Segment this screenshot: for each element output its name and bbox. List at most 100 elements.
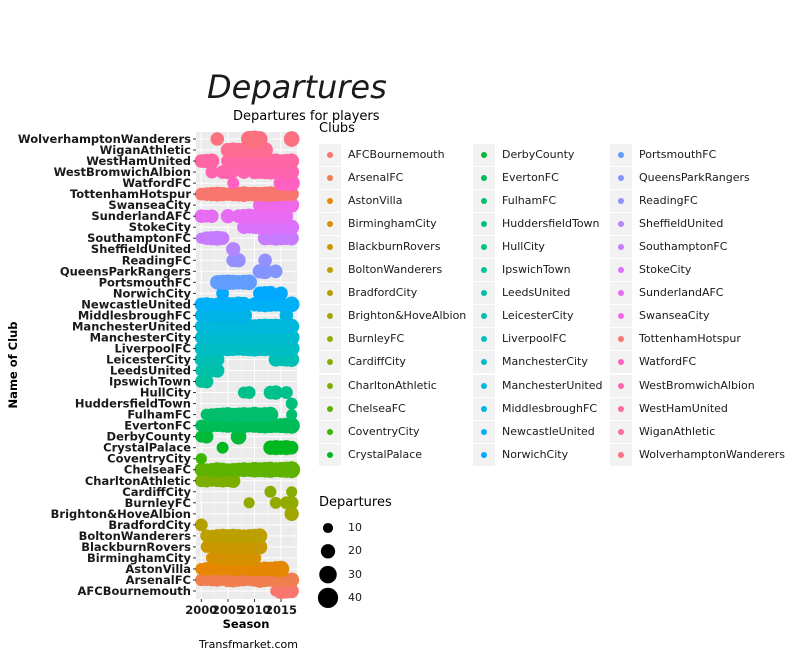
data-point [195, 453, 207, 465]
legend-dot [618, 198, 624, 205]
legend-dot [481, 152, 487, 158]
legend-key [319, 167, 341, 190]
legend-label: CardiffCity [348, 355, 406, 369]
legend-key [610, 167, 632, 190]
y-tick-label: StokeCity [129, 220, 192, 234]
legend-key [473, 351, 495, 374]
legend-key [319, 420, 341, 443]
data-point [262, 285, 278, 301]
legend-label: FulhamFC [502, 194, 557, 208]
y-tick-label: TottenhamHotspur [70, 187, 191, 201]
y-tick-label: CrystalPalace [103, 441, 191, 455]
legend-label: SouthamptonFC [639, 240, 728, 254]
y-tick-label: BlackburnRovers [81, 540, 191, 554]
data-point [252, 539, 268, 555]
legend-label: WolverhamptonWanderers [639, 447, 785, 461]
y-tick-label: HuddersfieldTown [75, 397, 191, 411]
legend-key [319, 213, 341, 236]
legend-label: HuddersfieldTown [502, 217, 600, 231]
legend-label: HullCity [502, 240, 545, 254]
y-tick-label: NorwichCity [113, 286, 192, 300]
legend-label: BradfordCity [348, 286, 418, 300]
legend-dot [327, 359, 333, 366]
legend-key [473, 397, 495, 420]
data-point [194, 518, 208, 532]
y-tick-label: CoventryCity [107, 452, 191, 466]
y-tick-label: WolverhamptonWanderers [18, 132, 191, 146]
legend-dot [618, 382, 624, 389]
legend-key [610, 374, 632, 397]
y-tick-label: QueensParkRangers [60, 264, 191, 278]
legend-dot [327, 152, 333, 158]
x-tick-label: 2000 [185, 603, 217, 617]
legend-dot [618, 244, 624, 251]
legend-label: LeedsUnited [502, 286, 571, 300]
legend-dot [327, 244, 333, 251]
data-point [268, 264, 283, 279]
data-point [227, 177, 240, 190]
legend-key [610, 213, 632, 236]
chart-subtitle: Departures for players [233, 109, 380, 124]
y-tick-label: ChelseaFC [124, 463, 191, 477]
legend-label: IpswichTown [502, 263, 571, 277]
legend-label: ChelseaFC [348, 401, 406, 415]
legend-key [319, 443, 341, 466]
legend-dot [481, 290, 487, 297]
size-legend-label: 20 [348, 544, 362, 558]
y-tick-label: BoltonWanderers [79, 529, 192, 543]
legend-key [319, 305, 341, 328]
data-point [251, 131, 268, 147]
size-legend-dot [317, 587, 339, 609]
y-tick-label: SheffieldUnited [91, 242, 191, 256]
y-tick-label: EvertonFC [124, 419, 191, 433]
legend-dot [481, 221, 487, 228]
y-tick-label: WestHamUnited [86, 154, 191, 168]
legend-label: DerbyCounty [502, 148, 575, 161]
data-point [283, 131, 300, 147]
y-tick-label: WatfordFC [122, 176, 191, 190]
data-point [284, 153, 300, 169]
data-point [283, 329, 300, 346]
data-point [274, 286, 288, 301]
x-tick-label: 2005 [212, 603, 244, 617]
x-tick-label: 2010 [238, 603, 270, 617]
data-point [231, 253, 246, 268]
legend-dot [481, 382, 487, 389]
legend-label: WiganAthletic [639, 424, 716, 438]
data-point [210, 132, 225, 146]
legend-dot [481, 313, 487, 320]
legend-dot [618, 451, 624, 458]
legend-dot [618, 405, 624, 412]
y-tick-label: PortsmouthFC [99, 275, 191, 289]
size-legend-label: 10 [348, 521, 362, 534]
legend-label: AstonVilla [348, 194, 403, 208]
y-tick-label: LeicesterCity [106, 352, 191, 366]
legend-key [610, 351, 632, 374]
legend-label: BirminghamCity [348, 217, 437, 231]
legend-label: ManchesterCity [502, 355, 588, 369]
data-point [227, 166, 240, 179]
legend-key [610, 420, 632, 443]
y-tick-label: FulhamFC [127, 408, 191, 422]
legend-label: CharltonAthletic [348, 378, 437, 392]
data-point [216, 286, 229, 300]
data-point [272, 560, 290, 578]
legend-key [473, 236, 495, 259]
legend-key [473, 167, 495, 190]
legend-dot [618, 290, 624, 297]
legend-label: MiddlesbroughFC [502, 401, 597, 415]
data-point [284, 164, 300, 180]
legend-dot [481, 451, 487, 458]
y-tick-label: SwanseaCity [108, 198, 191, 212]
size-legend-keys [317, 517, 339, 609]
legend-key [473, 374, 495, 397]
y-tick-label: MiddlesbroughFC [78, 308, 191, 322]
y-tick-label: WiganAthletic [100, 143, 192, 157]
legend-dot [327, 221, 333, 228]
data-point [226, 242, 241, 257]
legend-label: NorwichCity [502, 447, 569, 461]
legend-label: QueensParkRangers [639, 171, 750, 185]
data-point [204, 153, 220, 169]
legend-key [610, 190, 632, 213]
